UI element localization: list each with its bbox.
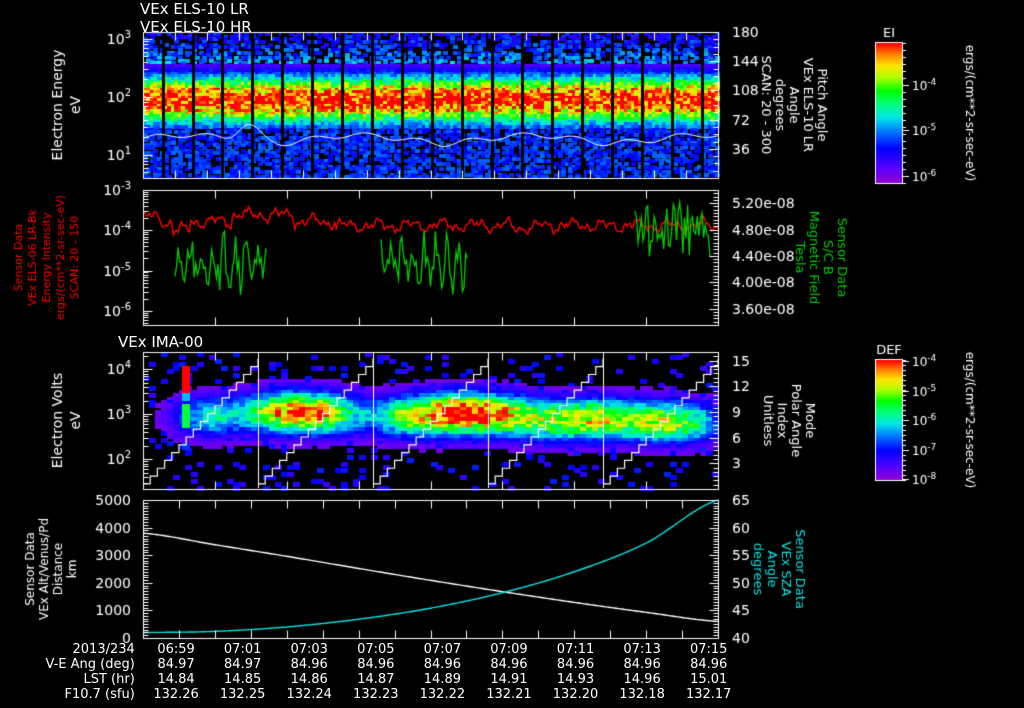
table-cell: 132.20 xyxy=(552,687,599,702)
table-cell: 14.91 xyxy=(490,672,528,687)
table-cell: 132.23 xyxy=(353,687,399,702)
table-cell: 132.18 xyxy=(619,687,665,702)
table-cell: 132.25 xyxy=(219,687,266,702)
table-cell: 07:05 xyxy=(357,642,395,657)
table-row: 2013/234 06:59 07:01 07:03 07:05 07:07 07:09 07… xyxy=(0,642,742,657)
table-cell: 14.87 xyxy=(357,672,395,687)
table-cell: 84.96 xyxy=(556,657,595,672)
table-cell: 14.89 xyxy=(423,672,461,687)
table-cell: 14.85 xyxy=(224,672,262,687)
table-cell: 84.96 xyxy=(423,657,461,672)
table-cell: 07:09 xyxy=(490,642,528,657)
table-row-label: LST (hr) xyxy=(83,672,135,687)
table-cell: 132.26 xyxy=(153,687,199,702)
table-cell: 07:15 xyxy=(689,642,728,657)
panel1-title-hr: VEx ELS-10 HR xyxy=(140,18,252,36)
table-cell: 84.96 xyxy=(357,657,395,672)
table-cell: 132.24 xyxy=(286,687,332,702)
table-cell: 07:07 xyxy=(423,642,462,657)
table-row: F10.7 (sfu) 132.26 132.25 132.24 132.23 132.2… xyxy=(0,687,742,702)
table-row: V-E Ang (deg) 84.97 84.97 84.96 84.96 84.96 84… xyxy=(0,657,742,672)
table-cell: 84.97 xyxy=(157,657,195,672)
table-cell: 84.96 xyxy=(290,657,328,672)
table-cell: 84.97 xyxy=(224,657,262,672)
table-cell: 132.21 xyxy=(486,687,532,702)
table-row-label: F10.7 (sfu) xyxy=(64,687,135,702)
table-cell: 132.17 xyxy=(685,687,732,702)
table-cell: 14.96 xyxy=(623,672,661,687)
bottom-parameter-table: 2013/234 06:59 07:01 07:03 07:05 07:07 07:09 07… xyxy=(0,642,742,702)
panel1-title-lr: VEx ELS-10 LR xyxy=(140,0,249,18)
table-cell: 07:01 xyxy=(223,642,262,657)
table-row-label: V-E Ang (deg) xyxy=(45,657,135,672)
table-cell: 07:13 xyxy=(623,642,661,657)
table-cell: 15.01 xyxy=(690,672,728,687)
table-cell: 14.84 xyxy=(157,672,195,687)
table-cell: 14.86 xyxy=(290,672,328,687)
table-cell: 14.93 xyxy=(556,672,595,687)
table-cell: 06:59 xyxy=(157,642,195,657)
table-row: LST (hr) 14.84 14.85 14.86 14.87 14.89 14.91 14… xyxy=(0,672,742,687)
table-cell: 84.96 xyxy=(490,657,528,672)
table-row-label: 2013/234 xyxy=(72,642,135,657)
table-cell: 84.96 xyxy=(690,657,728,672)
table-cell: 132.22 xyxy=(419,687,466,702)
table-cell: 84.96 xyxy=(623,657,661,672)
table-cell: 07:03 xyxy=(290,642,328,657)
panel3-title: VEx IMA-00 xyxy=(118,333,204,351)
table-cell: 07:11 xyxy=(556,642,595,657)
